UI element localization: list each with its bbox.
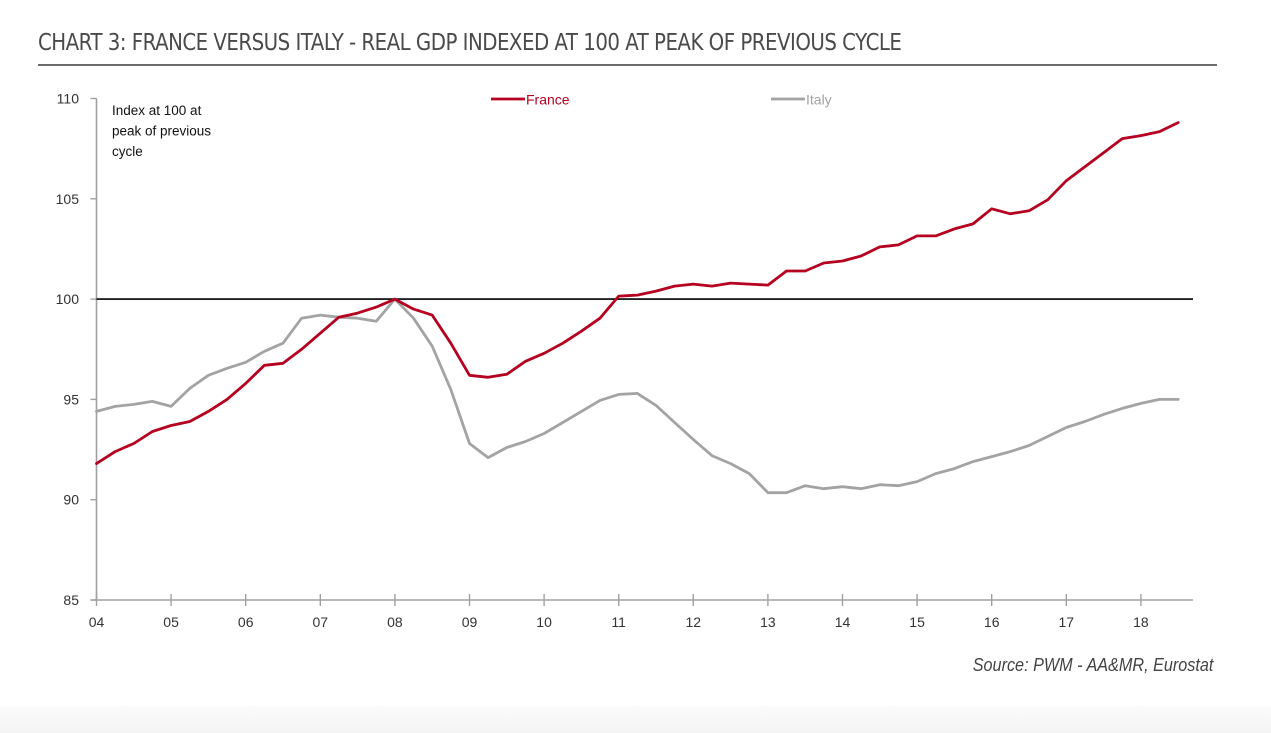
x-tick-label: 14 bbox=[835, 614, 851, 630]
y-tick-label: 95 bbox=[63, 391, 79, 407]
series-france bbox=[95, 121, 1180, 465]
series-italy bbox=[95, 297, 1180, 495]
x-tick-label: 04 bbox=[89, 614, 105, 630]
series-line-italy bbox=[95, 297, 1180, 495]
x-tick-label: 10 bbox=[536, 614, 552, 630]
x-tick-label: 17 bbox=[1059, 614, 1075, 630]
annotation-line: cycle bbox=[112, 144, 143, 159]
x-tick-label: 18 bbox=[1133, 614, 1149, 630]
annotation: Index at 100 at peak of previous cycle bbox=[112, 103, 211, 159]
x-tick-label: 12 bbox=[686, 614, 702, 630]
bottom-strip bbox=[0, 706, 1271, 733]
x-tick-label: 07 bbox=[313, 614, 329, 630]
annotation-line: peak of previous bbox=[112, 124, 211, 139]
legend-label: Italy bbox=[806, 92, 832, 108]
title-underline bbox=[38, 64, 1217, 66]
y-tick-label: 105 bbox=[56, 191, 80, 207]
x-tick-label: 13 bbox=[760, 614, 776, 630]
x-tick-label: 16 bbox=[984, 614, 1000, 630]
series-group bbox=[95, 121, 1180, 495]
legend-item-france: France bbox=[491, 92, 570, 108]
legend: France Italy bbox=[491, 92, 832, 108]
x-tick-label: 11 bbox=[611, 614, 626, 630]
x-tick-label: 06 bbox=[238, 614, 254, 630]
y-tick-label: 110 bbox=[57, 91, 80, 107]
axes: 85 90 95 100 105 110 04 05 06 07 08 09 10 11 12 13 14 15 1… bbox=[56, 91, 1193, 630]
annotation-line: Index at 100 at bbox=[112, 103, 202, 118]
x-tick-label: 09 bbox=[462, 614, 478, 630]
legend-label: France bbox=[526, 92, 570, 108]
source-note: Source: PWM - AA&MR, Eurostat bbox=[972, 655, 1213, 675]
y-tick-label: 90 bbox=[63, 492, 79, 508]
y-tick-label: 100 bbox=[56, 291, 80, 307]
x-tick-label: 15 bbox=[909, 614, 925, 630]
x-tick-label: 08 bbox=[387, 614, 403, 630]
series-line-france bbox=[95, 121, 1180, 465]
x-tick-label: 05 bbox=[163, 614, 179, 630]
y-tick-label: 85 bbox=[63, 592, 79, 608]
chart-title: CHART 3: FRANCE VERSUS ITALY - REAL GDP … bbox=[38, 30, 902, 56]
legend-item-italy: Italy bbox=[771, 92, 832, 108]
